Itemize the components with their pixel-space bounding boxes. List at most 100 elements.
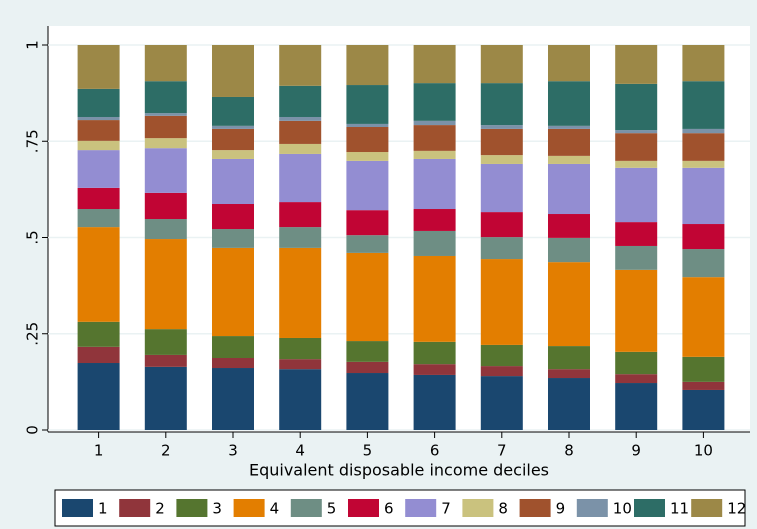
bar-segment: [212, 150, 254, 159]
legend-label: 6: [384, 500, 394, 518]
legend-label: 11: [670, 500, 689, 518]
bar-segment: [480, 155, 523, 164]
bar-segment: [480, 366, 523, 377]
bar-segment: [279, 120, 322, 144]
bar-segment: [615, 133, 658, 161]
bar-segment: [480, 125, 523, 129]
legend-swatch: [62, 499, 93, 517]
bar-segment: [480, 83, 523, 126]
bar-segment: [77, 88, 120, 117]
bar-segment: [212, 125, 254, 129]
bar-segment: [144, 354, 187, 367]
x-tick-label: 10: [694, 442, 713, 460]
bar-segment: [279, 116, 322, 121]
legend-swatch: [462, 499, 494, 517]
bar-segment: [279, 153, 322, 203]
bar-segment: [346, 341, 389, 362]
legend-swatch: [634, 499, 665, 517]
bar-segment: [548, 125, 590, 129]
bar-segment: [212, 45, 254, 97]
legend-swatch: [691, 499, 723, 517]
bar-segment: [413, 255, 456, 342]
y-tick-label: .5: [24, 230, 42, 244]
x-axis-title: Equivalent disposable income deciles: [249, 461, 549, 480]
bar-segment: [682, 277, 725, 357]
bar-segment: [77, 116, 120, 121]
x-tick-label: 4: [295, 442, 305, 460]
bar-segment: [77, 363, 120, 430]
bar-segment: [346, 210, 389, 236]
bar-segment: [413, 120, 456, 126]
bar-segment: [346, 45, 389, 86]
bar-segment: [615, 374, 658, 384]
bar-segment: [144, 45, 187, 82]
x-tick-label: 5: [363, 442, 373, 460]
bar-segment: [212, 247, 254, 337]
legend-label: 4: [270, 500, 280, 518]
bar-segment: [212, 128, 254, 151]
bar-segment: [212, 96, 254, 126]
bar-segment: [144, 113, 187, 116]
legend-swatch: [519, 499, 551, 517]
bar-segment: [212, 204, 254, 230]
x-tick-label: 2: [161, 442, 171, 460]
bar-segment: [615, 83, 658, 131]
bar-segment: [212, 229, 254, 248]
legend: [54, 489, 746, 527]
bar-segment: [480, 45, 523, 84]
y-tick-label: .25: [24, 322, 42, 346]
bar-segment: [413, 374, 456, 430]
bar-segment: [548, 163, 590, 215]
legend-swatch: [348, 499, 379, 517]
bar-segment: [615, 222, 658, 246]
bar-segment: [548, 81, 590, 126]
bar-segment: [682, 356, 725, 382]
bar-segment: [682, 133, 725, 161]
legend-label: 10: [613, 500, 632, 518]
legend-label: 1: [98, 500, 108, 518]
bar-segment: [682, 160, 725, 168]
bar-segment: [682, 81, 725, 129]
bar-segment: [77, 45, 120, 89]
x-tick-label: 9: [631, 442, 641, 460]
x-tick-label: 7: [497, 442, 507, 460]
legend-label: 7: [441, 500, 451, 518]
bar-segment: [682, 45, 725, 82]
bar-segment: [212, 358, 254, 369]
bar-segment: [682, 249, 725, 278]
x-tick-label: 8: [564, 442, 574, 460]
legend-swatch: [233, 499, 265, 517]
legend-swatch: [176, 499, 208, 517]
x-tick-label: 3: [228, 442, 238, 460]
bar-segment: [548, 214, 590, 238]
bar-segment: [212, 158, 254, 205]
bar-segment: [682, 389, 725, 430]
bar-segment: [413, 364, 456, 375]
bar-segment: [346, 252, 389, 342]
bar-segment: [144, 148, 187, 193]
bar-segment: [77, 150, 120, 188]
bar-segment: [144, 219, 187, 240]
bar-segment: [279, 85, 322, 117]
bar-segment: [346, 160, 389, 211]
bar-segment: [346, 235, 389, 253]
bar-segment: [77, 120, 120, 141]
bar-segment: [346, 361, 389, 374]
bar-segment: [480, 376, 523, 430]
bar-segment: [615, 383, 658, 430]
bar-segment: [279, 337, 322, 360]
bar-segment: [346, 373, 389, 430]
bar-segment: [212, 336, 254, 359]
legend-swatch: [119, 499, 151, 517]
bar-segment: [144, 239, 187, 330]
y-tick-label: 1: [24, 40, 42, 50]
bar-segment: [480, 128, 523, 156]
y-tick-label: .75: [24, 129, 42, 153]
bar-segment: [413, 341, 456, 365]
bar-segment: [346, 85, 389, 124]
bar-segment: [77, 227, 120, 322]
bar-segment: [413, 125, 456, 151]
bar-segment: [413, 45, 456, 84]
bar-segment: [480, 212, 523, 238]
